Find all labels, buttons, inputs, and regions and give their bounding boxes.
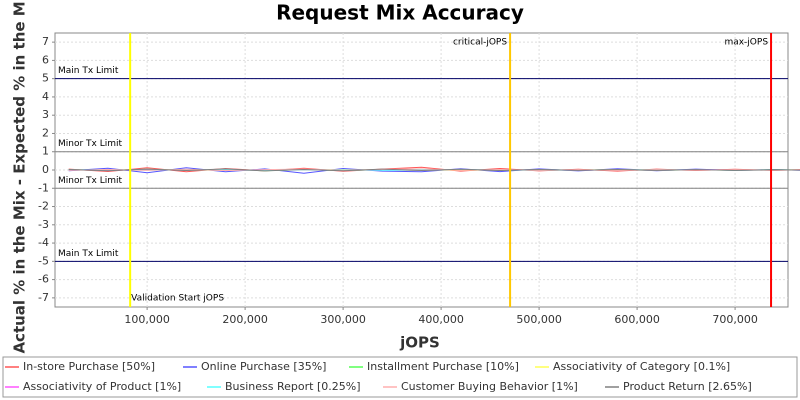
series-line bbox=[68, 168, 800, 172]
chart-title: Request Mix Accuracy bbox=[276, 1, 524, 25]
y-tick-label: -1 bbox=[38, 181, 49, 194]
y-tick-label: 3 bbox=[42, 108, 49, 121]
x-tick-label: 400,000 bbox=[418, 313, 464, 326]
y-tick-label: 7 bbox=[42, 35, 49, 48]
legend-label: Product Return [2.65%] bbox=[623, 380, 752, 393]
x-tick-label: 100,000 bbox=[124, 313, 170, 326]
x-tick-label: 700,000 bbox=[712, 313, 758, 326]
y-tick-label: -5 bbox=[38, 254, 49, 267]
legend-label: Business Report [0.25%] bbox=[225, 380, 361, 393]
y-tick-label: -7 bbox=[38, 291, 49, 304]
y-tick-label: -4 bbox=[38, 236, 49, 249]
y-tick-label: 4 bbox=[42, 90, 49, 103]
marker-label: max-jOPS bbox=[724, 38, 768, 48]
legend-label: Associativity of Category [0.1%] bbox=[553, 360, 730, 373]
limit-label: Minor Tx Limit bbox=[58, 176, 123, 186]
legend-label: Associativity of Product [1%] bbox=[23, 380, 181, 393]
marker-label: Validation Start jOPS bbox=[131, 294, 224, 304]
legend-box bbox=[2, 356, 798, 398]
y-tick-label: 5 bbox=[42, 72, 49, 85]
legend-label: In-store Purchase [50%] bbox=[23, 360, 155, 373]
x-tick-label: 600,000 bbox=[614, 313, 660, 326]
x-tick-label: 500,000 bbox=[516, 313, 562, 326]
legend-label: Customer Buying Behavior [1%] bbox=[401, 380, 578, 393]
limit-label: Minor Tx Limit bbox=[58, 139, 123, 149]
y-tick-label: 6 bbox=[42, 53, 49, 66]
y-tick-label: 0 bbox=[42, 163, 49, 176]
y-tick-label: 2 bbox=[42, 126, 49, 139]
limit-label: Main Tx Limit bbox=[58, 66, 119, 76]
marker-label: critical-jOPS bbox=[453, 38, 507, 48]
y-tick-label: 1 bbox=[42, 145, 49, 158]
legend-label: Online Purchase [35%] bbox=[201, 360, 326, 373]
limit-label: Main Tx Limit bbox=[58, 249, 119, 259]
y-tick-label: -6 bbox=[38, 273, 49, 286]
x-tick-label: 200,000 bbox=[222, 313, 268, 326]
y-axis-label: Actual % in the Mix - Expected % in the … bbox=[11, 0, 29, 354]
x-axis-label: jOPS bbox=[399, 334, 440, 352]
x-tick-label: 300,000 bbox=[320, 313, 366, 326]
y-tick-label: -2 bbox=[38, 200, 49, 213]
legend-label: Installment Purchase [10%] bbox=[367, 360, 519, 373]
y-tick-label: -3 bbox=[38, 218, 49, 231]
